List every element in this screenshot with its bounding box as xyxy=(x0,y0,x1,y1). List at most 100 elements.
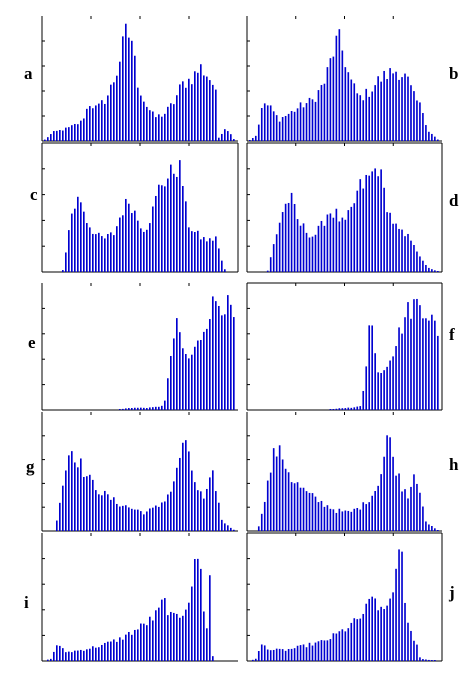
histogram-bar xyxy=(404,317,406,410)
histogram-bar xyxy=(197,340,199,410)
histogram-bar xyxy=(230,304,232,410)
histogram-bar xyxy=(152,111,154,141)
histogram-bar xyxy=(410,85,412,141)
histogram-bar xyxy=(56,520,58,531)
histogram-bar xyxy=(116,75,118,141)
histogram-bar xyxy=(197,558,199,661)
histogram-bar xyxy=(197,230,199,272)
histogram-bar xyxy=(329,508,332,531)
histogram-bar xyxy=(224,314,226,410)
histogram-bar xyxy=(215,89,217,141)
histogram-bar xyxy=(380,474,382,531)
histogram-bar xyxy=(179,457,181,531)
histogram-bar xyxy=(347,72,350,141)
histogram-bar xyxy=(269,105,272,141)
histogram-bar xyxy=(209,575,211,661)
histogram-bar xyxy=(203,611,205,661)
histogram-bar xyxy=(113,639,115,661)
histogram-bar xyxy=(296,482,299,531)
histogram-bar xyxy=(287,113,290,141)
histogram-bar xyxy=(401,333,403,410)
histogram-bar xyxy=(140,623,142,661)
histogram-bar xyxy=(176,176,178,272)
histogram-bar xyxy=(407,622,409,661)
histogram-bar xyxy=(338,631,341,661)
histogram-bar xyxy=(350,622,353,661)
histogram-bar xyxy=(257,124,260,141)
histogram-bar xyxy=(413,640,415,661)
histogram-bar xyxy=(203,75,205,141)
histogram-bar xyxy=(197,490,199,531)
histogram-bar xyxy=(353,407,356,410)
histogram-bar xyxy=(290,192,293,272)
histogram-bar xyxy=(152,620,154,661)
histogram-bar xyxy=(371,596,373,661)
histogram-bar xyxy=(194,346,196,410)
histogram-bar xyxy=(86,223,88,272)
histogram-bar xyxy=(134,509,136,531)
histogram-bar xyxy=(89,474,91,531)
histogram-bar xyxy=(398,327,400,410)
histogram-bar xyxy=(332,409,335,410)
histogram-bar xyxy=(86,649,88,661)
histogram-bar xyxy=(104,238,106,272)
histogram-bar xyxy=(407,76,409,141)
histogram-bar xyxy=(386,435,388,531)
histogram-bar xyxy=(437,335,439,410)
histogram-bar xyxy=(272,649,275,661)
histogram-bar xyxy=(200,568,202,661)
histogram-bar xyxy=(434,136,436,141)
histogram-bar xyxy=(179,84,181,141)
histogram-bar xyxy=(143,514,145,531)
histogram-bar xyxy=(356,190,359,272)
histogram-bar xyxy=(143,623,145,661)
histogram-bar xyxy=(155,505,157,531)
histogram-bar xyxy=(155,195,157,272)
histogram-bar xyxy=(80,458,82,531)
histogram-bar xyxy=(302,487,305,531)
histogram-bar xyxy=(47,137,49,141)
histogram-bar xyxy=(83,650,85,661)
histogram-bar xyxy=(311,99,314,141)
histogram-bar xyxy=(125,408,127,410)
histogram-bar xyxy=(416,100,418,141)
histogram-bar xyxy=(332,633,335,661)
histogram-bar xyxy=(263,103,266,141)
histogram-bar xyxy=(386,212,388,272)
histogram-bar xyxy=(263,501,266,531)
histogram-bar xyxy=(425,318,427,410)
histogram-bar xyxy=(275,234,278,272)
histogram-bar xyxy=(146,106,148,141)
histogram-bar xyxy=(308,237,311,272)
histogram-bar xyxy=(77,650,79,661)
histogram-bar xyxy=(227,295,229,410)
histogram-bar xyxy=(434,270,436,272)
histogram-bar xyxy=(134,629,136,661)
panel-label-a: a xyxy=(24,64,33,83)
histogram-bar xyxy=(359,509,362,531)
histogram-bar xyxy=(143,407,145,410)
histogram-bar xyxy=(188,78,190,141)
histogram-bar xyxy=(164,501,166,531)
histogram-bar xyxy=(413,91,415,141)
histogram-bar xyxy=(323,640,326,661)
histogram-bar xyxy=(197,72,199,141)
histogram-bar xyxy=(206,241,208,272)
histogram-bar xyxy=(350,206,353,272)
histogram-bar xyxy=(377,76,379,141)
histogram-bar xyxy=(293,483,296,531)
histogram-bar xyxy=(335,208,338,272)
histogram-bar xyxy=(281,649,284,661)
histogram-bar xyxy=(398,228,400,272)
histogram-bar xyxy=(416,251,418,272)
histogram-bar xyxy=(170,611,172,661)
histogram-bar xyxy=(305,491,308,531)
histogram-bar xyxy=(383,70,385,141)
histogram-bar xyxy=(284,468,287,531)
histogram-bar xyxy=(359,618,362,661)
histogram-bar xyxy=(293,648,296,661)
histogram-bar xyxy=(194,232,196,272)
histogram-bar xyxy=(401,229,403,272)
histogram-bar xyxy=(71,652,73,661)
histogram-bar xyxy=(224,129,226,141)
